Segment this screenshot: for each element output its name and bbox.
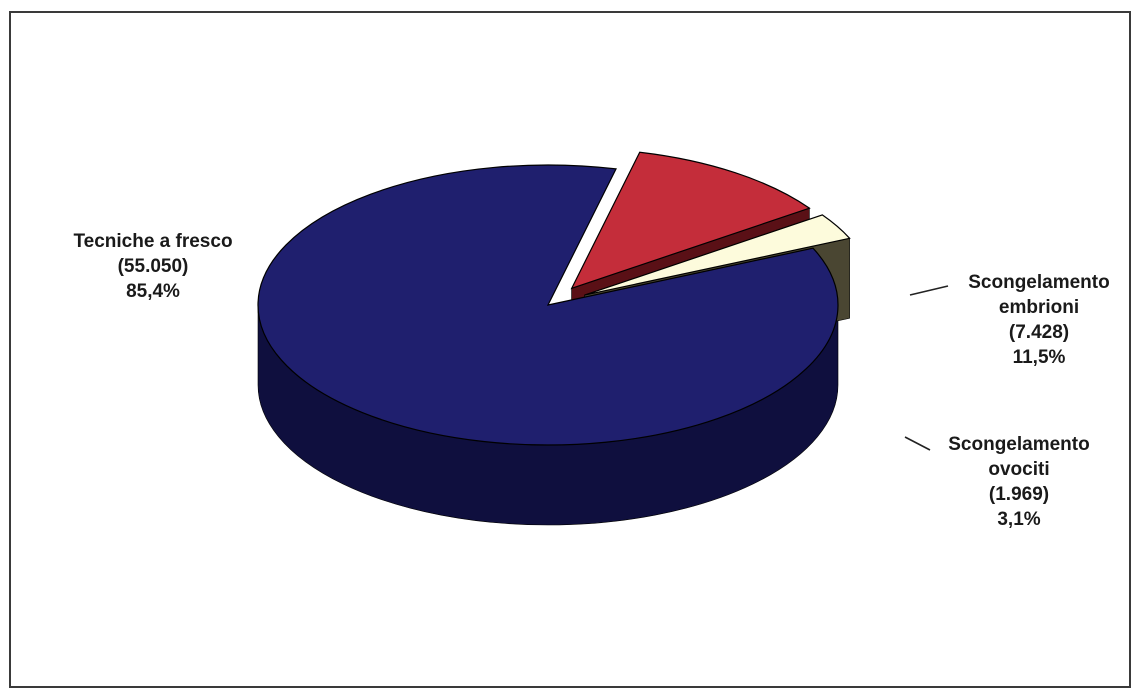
label-name-line2: embrioni	[998, 297, 1080, 318]
slice-scongelamento-embrioni	[570, 151, 811, 290]
leader-line-ovociti	[904, 436, 931, 451]
label-name-line2: ovociti	[988, 459, 1050, 480]
slice-scongelamento-ovociti	[584, 214, 851, 296]
label-name-line1: Scongelamento	[968, 272, 1110, 293]
slice-tecniche-a-fresco	[257, 164, 839, 446]
label-percent: 85,4%	[126, 281, 180, 302]
label-name: Tecniche a fresco	[73, 231, 233, 252]
label-name-line1: Scongelamento	[948, 434, 1090, 455]
label-scongelamento-ovociti: Scongelamento ovociti (1.969) 3,1%	[924, 432, 1114, 532]
pie-3d	[257, 151, 851, 526]
leader-lines	[904, 285, 949, 451]
label-tecniche-a-fresco: Tecniche a fresco (55.050) 85,4%	[58, 229, 248, 304]
label-count: (55.050)	[117, 256, 189, 277]
label-percent: 11,5%	[1012, 347, 1066, 368]
label-count: (7.428)	[1008, 322, 1070, 343]
leader-line-embrioni	[909, 285, 949, 296]
label-count: (1.969)	[988, 484, 1050, 505]
label-scongelamento-embrioni: Scongelamento embrioni (7.428) 11,5%	[944, 270, 1134, 370]
label-percent: 3,1%	[997, 509, 1041, 530]
